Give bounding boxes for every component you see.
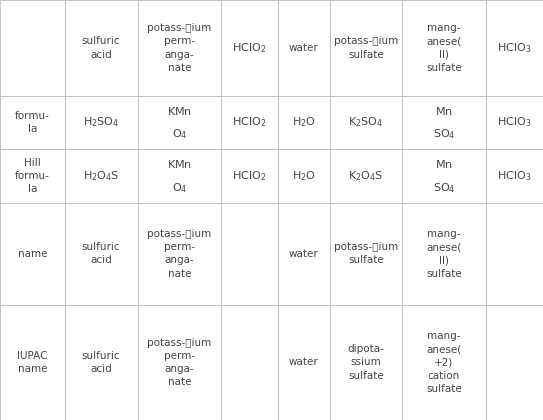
Text: $\mathregular{KMn}$: $\mathregular{KMn}$ <box>167 158 192 170</box>
Text: $\mathregular{H_2O_4S}$: $\mathregular{H_2O_4S}$ <box>83 169 119 183</box>
Bar <box>65 305 137 420</box>
Bar <box>65 96 137 149</box>
Bar <box>137 96 221 149</box>
Text: $\mathregular{HClO_3}$: $\mathregular{HClO_3}$ <box>497 169 532 183</box>
Text: sulfuric
acid: sulfuric acid <box>82 37 121 60</box>
Bar <box>221 0 279 96</box>
Bar <box>402 305 485 420</box>
Text: $\mathregular{H_2O}$: $\mathregular{H_2O}$ <box>292 169 316 183</box>
Text: mang-
anese(
II)
sulfate: mang- anese( II) sulfate <box>426 229 462 278</box>
Bar <box>330 0 402 96</box>
Bar <box>137 305 221 420</box>
Bar <box>65 149 137 202</box>
Bar <box>0 96 65 149</box>
Text: $\mathregular{HClO_2}$: $\mathregular{HClO_2}$ <box>232 169 267 183</box>
Bar <box>221 96 279 149</box>
Text: $\mathregular{KMn}$: $\mathregular{KMn}$ <box>167 105 192 117</box>
Bar <box>0 305 65 420</box>
Bar <box>279 96 330 149</box>
Text: mang-
anese(
II)
sulfate: mang- anese( II) sulfate <box>426 23 462 73</box>
Bar <box>0 202 65 305</box>
Text: formu-
la: formu- la <box>15 111 50 134</box>
Text: $\mathregular{Mn}$: $\mathregular{Mn}$ <box>435 158 453 170</box>
Text: $\mathregular{HClO_2}$: $\mathregular{HClO_2}$ <box>232 41 267 55</box>
Text: sulfuric
acid: sulfuric acid <box>82 351 121 374</box>
Text: $\mathregular{O_4}$: $\mathregular{O_4}$ <box>172 127 187 141</box>
Text: potass-ium
sulfate: potass- ium sulfate <box>334 242 398 265</box>
Text: potass-ium
perm-
anga-
nate: potass- ium perm- anga- nate <box>147 23 211 73</box>
Bar <box>65 0 137 96</box>
Bar <box>65 202 137 305</box>
Text: IUPAC
name: IUPAC name <box>17 351 48 374</box>
Bar <box>221 202 279 305</box>
Bar <box>485 305 543 420</box>
Text: $\mathregular{HClO_3}$: $\mathregular{HClO_3}$ <box>497 41 532 55</box>
Bar <box>279 0 330 96</box>
Bar <box>485 0 543 96</box>
Text: $\mathregular{O_4}$: $\mathregular{O_4}$ <box>172 181 187 194</box>
Text: potass-ium
perm-
anga-
nate: potass- ium perm- anga- nate <box>147 229 211 278</box>
Bar <box>330 96 402 149</box>
Bar <box>330 149 402 202</box>
Bar <box>402 149 485 202</box>
Text: water: water <box>289 249 319 259</box>
Bar <box>0 0 65 96</box>
Text: $\mathregular{Mn}$: $\mathregular{Mn}$ <box>435 105 453 117</box>
Text: Hill
formu-
la: Hill formu- la <box>15 158 50 194</box>
Bar <box>485 202 543 305</box>
Bar <box>137 0 221 96</box>
Text: water: water <box>289 357 319 368</box>
Text: $\mathregular{HClO_2}$: $\mathregular{HClO_2}$ <box>232 116 267 129</box>
Bar <box>330 305 402 420</box>
Text: $\mathregular{SO_4}$: $\mathregular{SO_4}$ <box>433 127 455 141</box>
Text: water: water <box>289 43 319 53</box>
Text: potass-ium
perm-
anga-
nate: potass- ium perm- anga- nate <box>147 338 211 387</box>
Text: $\mathregular{SO_4}$: $\mathregular{SO_4}$ <box>433 181 455 194</box>
Text: $\mathregular{H_2SO_4}$: $\mathregular{H_2SO_4}$ <box>83 116 119 129</box>
Bar <box>137 202 221 305</box>
Text: $\mathregular{K_2SO_4}$: $\mathregular{K_2SO_4}$ <box>349 116 383 129</box>
Text: $\mathregular{HClO_3}$: $\mathregular{HClO_3}$ <box>497 116 532 129</box>
Bar <box>279 202 330 305</box>
Text: mang-
anese(
+2)
cation
sulfate: mang- anese( +2) cation sulfate <box>426 331 462 394</box>
Bar <box>485 149 543 202</box>
Bar <box>279 149 330 202</box>
Bar <box>485 96 543 149</box>
Bar <box>221 305 279 420</box>
Text: dipota-
ssium
sulfate: dipota- ssium sulfate <box>348 344 384 381</box>
Bar <box>221 149 279 202</box>
Bar <box>402 0 485 96</box>
Text: sulfuric
acid: sulfuric acid <box>82 242 121 265</box>
Bar <box>137 149 221 202</box>
Bar <box>0 149 65 202</box>
Bar <box>279 305 330 420</box>
Text: $\mathregular{K_2O_4S}$: $\mathregular{K_2O_4S}$ <box>348 169 383 183</box>
Text: name: name <box>17 249 47 259</box>
Text: potass-ium
sulfate: potass- ium sulfate <box>334 37 398 60</box>
Bar <box>402 202 485 305</box>
Text: $\mathregular{H_2O}$: $\mathregular{H_2O}$ <box>292 116 316 129</box>
Bar <box>402 96 485 149</box>
Bar <box>330 202 402 305</box>
